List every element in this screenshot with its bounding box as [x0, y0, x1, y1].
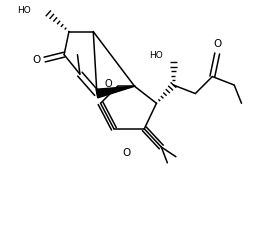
Text: HO: HO [17, 6, 31, 16]
Text: O: O [32, 54, 40, 65]
Text: HO: HO [150, 51, 163, 61]
Polygon shape [96, 86, 135, 98]
Text: O: O [122, 148, 130, 158]
Text: O: O [213, 39, 221, 49]
Text: O: O [104, 79, 112, 89]
